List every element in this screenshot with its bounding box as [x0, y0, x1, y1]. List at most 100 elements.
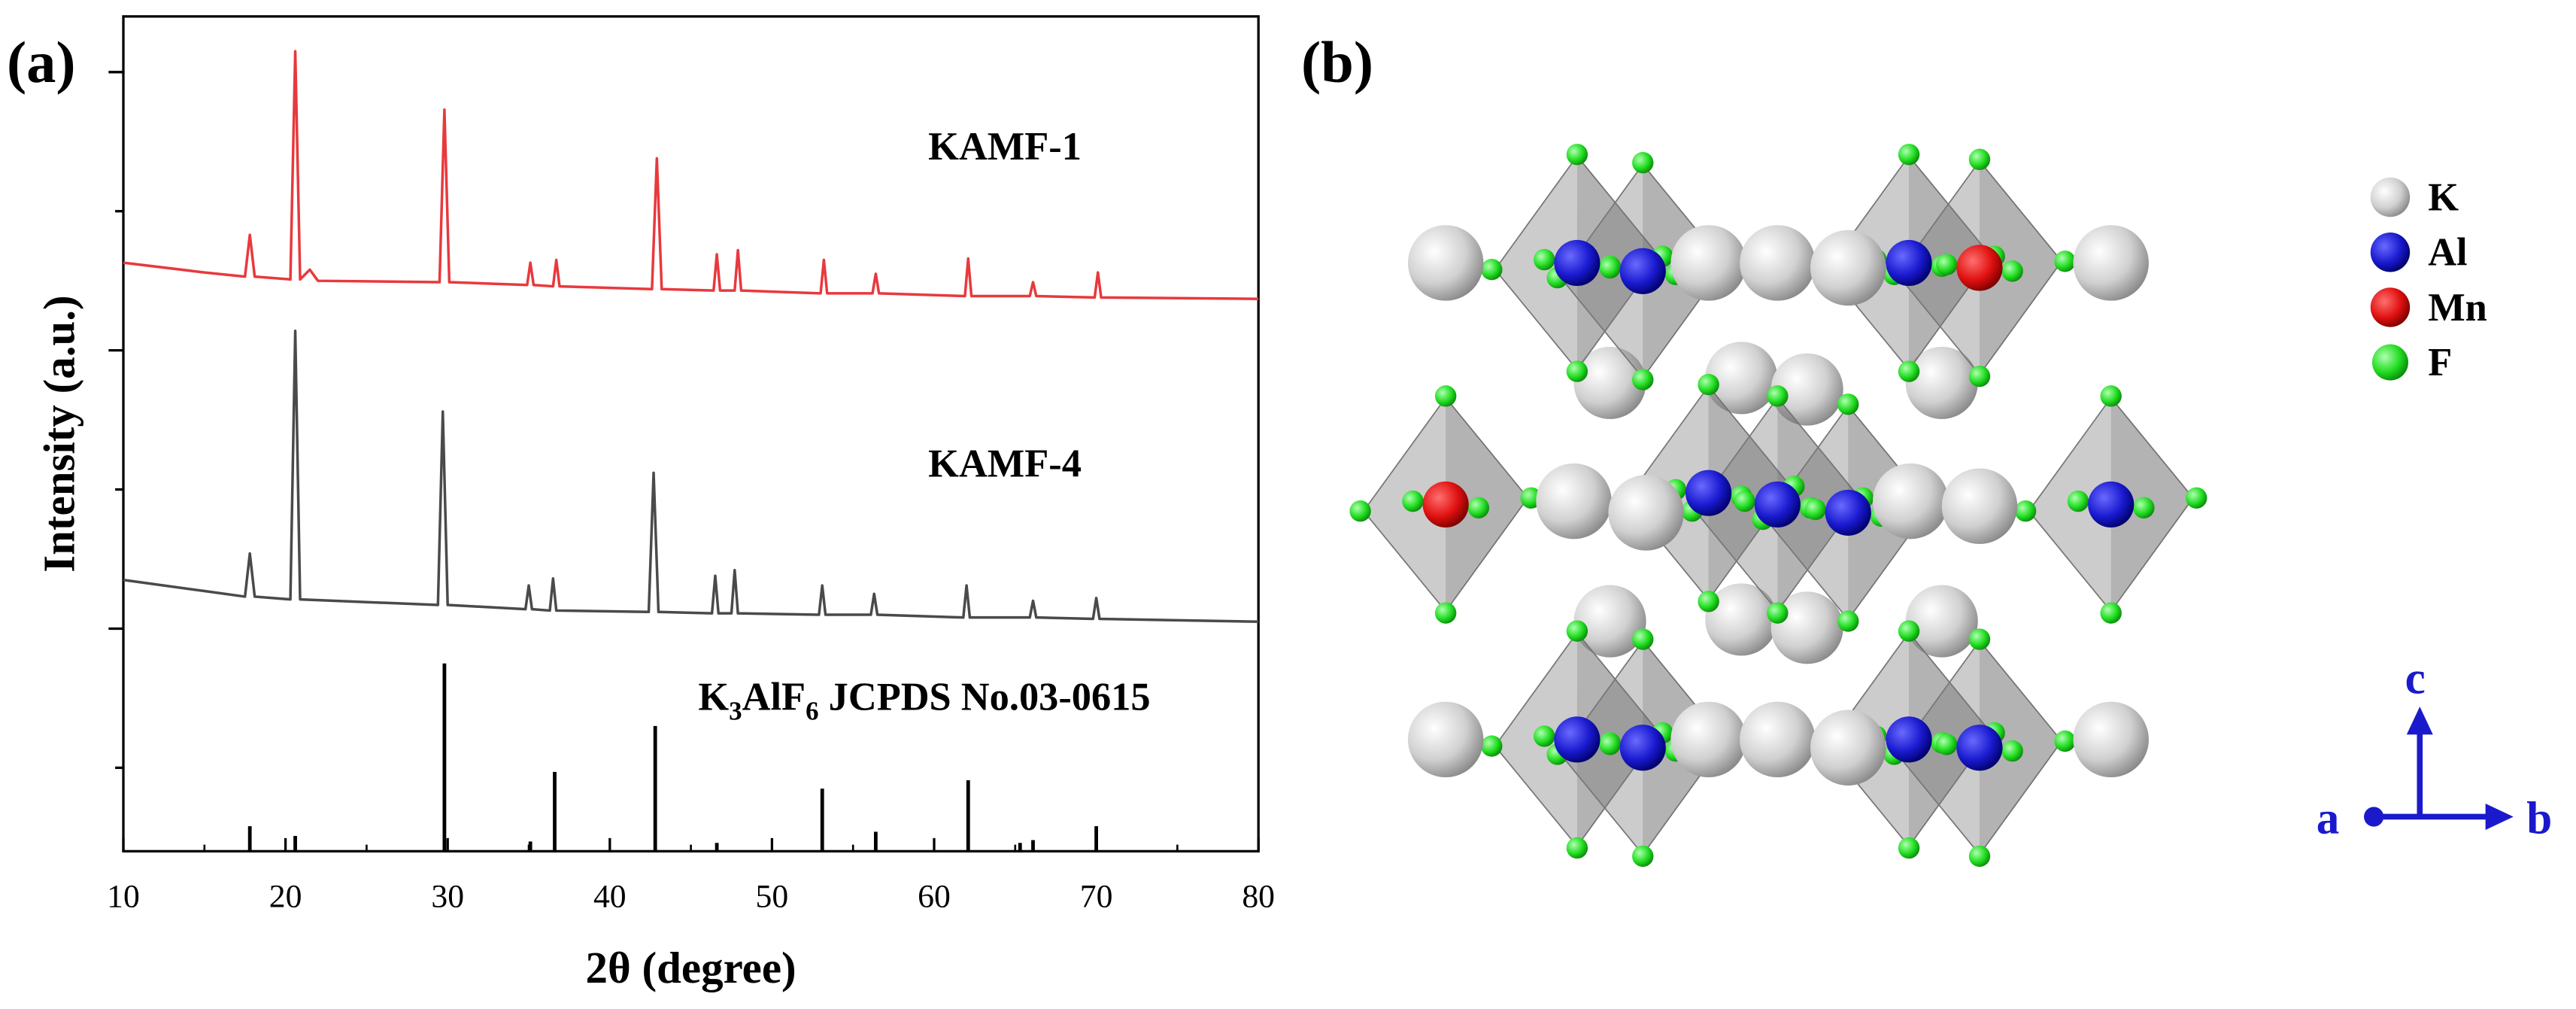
f-atom: [2100, 602, 2122, 624]
f-atom: [1898, 360, 1920, 382]
axis-label: b: [2526, 793, 2552, 843]
f-atom: [1632, 845, 1654, 868]
k-atom: [1705, 342, 1778, 415]
al-atom: [1685, 470, 1732, 516]
al-atom: [1619, 725, 1666, 771]
label-part: JCPDS No.03-0615: [819, 676, 1151, 719]
k-atom: [1873, 463, 1949, 539]
x-tick-label: 30: [431, 879, 464, 915]
al-atom: [1825, 489, 1871, 536]
f-atom: [1434, 385, 1457, 407]
mn-atom: [1422, 481, 1469, 528]
subscript: 6: [806, 697, 818, 726]
f-atom: [1534, 248, 1555, 271]
f-atom: [1837, 610, 1859, 632]
f-atom: [2001, 740, 2023, 762]
f-atom: [1599, 257, 1621, 279]
f-atom: [1698, 373, 1719, 396]
x-tick-label: 20: [269, 879, 302, 915]
arrow-head: [2485, 803, 2514, 830]
x-tick-label: 50: [756, 879, 789, 915]
k-atom: [1407, 701, 1484, 778]
f-atom: [2054, 251, 2076, 272]
x-tick-label: 40: [593, 879, 627, 915]
series-label: K3AlF6 JCPDS No.03-0615: [698, 676, 1150, 726]
al-atom: [1619, 248, 1666, 294]
f-atom: [1566, 620, 1588, 642]
k-atom: [1810, 229, 1886, 306]
al-atom: [1886, 239, 1932, 287]
series-label: KAMF-4: [928, 442, 1082, 485]
f-atom: [1898, 144, 1920, 166]
f-atom: [1837, 394, 1859, 415]
axis-origin: [2364, 807, 2384, 827]
mn-atom: [1956, 245, 2003, 291]
pattern-line: [123, 330, 1259, 623]
f-atom: [1698, 591, 1719, 612]
legend-swatch: [2371, 344, 2409, 381]
legend-swatch: [2370, 177, 2411, 217]
panel-b: (b) K Al Mn Fa b c: [1301, 30, 2552, 868]
k-atom: [2073, 701, 2149, 778]
k-atom: [1770, 591, 1843, 664]
legend-label: F: [2428, 341, 2452, 384]
f-atom: [1349, 500, 1371, 522]
k-atom: [1670, 701, 1746, 778]
k-atom: [1810, 710, 1886, 786]
x-axis-label: 2θ (degree): [586, 943, 796, 992]
f-atom: [2054, 730, 2076, 752]
f-atom: [1767, 385, 1789, 407]
f-atom: [1632, 628, 1654, 650]
al-atom: [1754, 481, 1801, 528]
f-atom: [1534, 725, 1555, 747]
k-atom: [1536, 463, 1612, 539]
legend-label: Al: [2428, 231, 2467, 275]
f-atom: [1632, 152, 1654, 174]
x-tick-label: 80: [1242, 879, 1275, 915]
legend-label: K: [2428, 176, 2459, 220]
y-axis-label: Intensity (a.u.): [34, 295, 83, 573]
k-atom: [1905, 346, 1978, 419]
al-atom: [2088, 481, 2135, 528]
k-atom: [1740, 701, 1816, 778]
f-atom: [1481, 258, 1503, 281]
x-tick-label: 10: [107, 879, 140, 915]
f-atom: [1402, 490, 1424, 512]
legend-swatch: [2370, 287, 2411, 327]
panel-a: (a) 2θ (degree) Intensity (a.u.) 10 20 30 40 50…: [7, 15, 1275, 992]
axis-label: c: [2405, 654, 2426, 704]
k-atom: [1770, 353, 1843, 426]
f-atom: [1599, 734, 1621, 755]
k-atom: [1905, 585, 1978, 658]
al-atom: [1554, 716, 1601, 763]
f-atom: [2014, 500, 2037, 522]
x-tick-label: 60: [918, 879, 951, 915]
pattern-line: [123, 50, 1259, 300]
legend-label: Mn: [2428, 286, 2487, 330]
f-atom: [1434, 602, 1457, 624]
f-atom: [1566, 360, 1588, 382]
f-atom: [1566, 837, 1588, 859]
f-atom: [1467, 497, 1490, 519]
f-atom: [2100, 385, 2122, 407]
x-tick-label: 70: [1080, 879, 1113, 915]
k-atom: [1705, 583, 1778, 656]
f-atom: [1968, 845, 1991, 868]
f-atom: [1898, 837, 1920, 859]
al-atom: [1554, 239, 1601, 287]
f-atom: [2001, 260, 2023, 282]
panel-label: (a): [7, 30, 76, 96]
label-part: K: [698, 676, 729, 719]
k-atom: [1573, 585, 1646, 658]
k-atom: [1941, 468, 2018, 544]
axis-label: a: [2317, 793, 2340, 843]
f-atom: [1566, 144, 1588, 166]
panel-label: (b): [1301, 30, 1373, 96]
label-part: AlF: [742, 676, 806, 719]
arrow-head: [2406, 707, 2433, 735]
f-atom: [1734, 490, 1755, 512]
k-atom: [1670, 225, 1746, 301]
f-atom: [2186, 487, 2207, 509]
f-atom: [1898, 620, 1920, 642]
